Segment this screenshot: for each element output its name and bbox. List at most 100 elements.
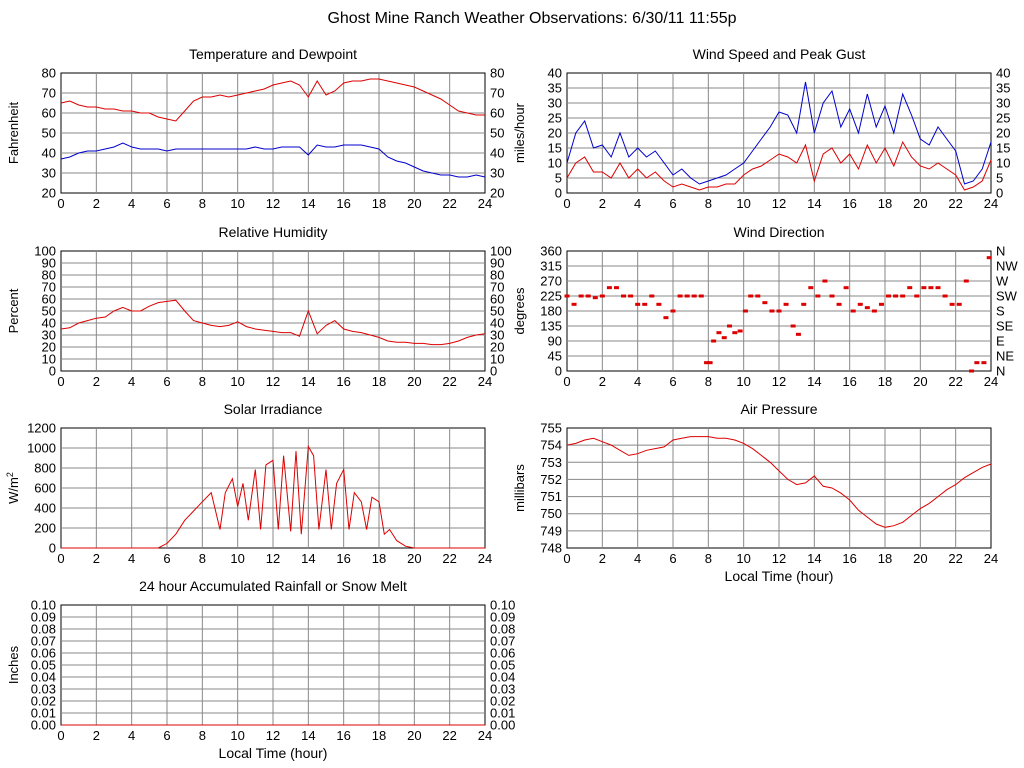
pressure-y-tick-label: 754: [540, 438, 562, 453]
wind-direction-right-tick-label: NW: [996, 259, 1018, 274]
temperature-right-tick-label: 60: [490, 106, 504, 121]
wind-direction-point: [642, 302, 648, 306]
humidity-y-tick-label: 90: [42, 256, 56, 271]
pressure-x-tick-label: 6: [669, 551, 676, 566]
wind-speed-y-axis-label: miles/hour: [512, 102, 527, 163]
rainfall-right-tick-label: 0.06: [490, 646, 515, 661]
solar-y-tick-label: 200: [34, 521, 56, 536]
rainfall-x-tick-label: 14: [301, 728, 315, 743]
rainfall-right-tick-label: 0.02: [490, 694, 515, 709]
wind-direction-point: [981, 361, 987, 365]
humidity-y-tick-label: 30: [42, 328, 56, 343]
wind-direction-point: [795, 332, 801, 336]
humidity-right-tick-label: 80: [490, 268, 504, 283]
temperature-right-tick-label: 20: [490, 186, 504, 201]
solar-y-tick-label: 1000: [27, 441, 56, 456]
temperature-x-tick-label: 4: [128, 196, 135, 211]
wind-direction-point: [893, 294, 899, 298]
humidity-y-tick-label: 100: [34, 244, 56, 259]
solar-y-axis-label: W/m2: [5, 472, 21, 504]
rainfall-x-tick-label: 20: [407, 728, 421, 743]
temperature-x-tick-label: 10: [230, 196, 244, 211]
rainfall-y-tick-label: 0.10: [31, 598, 56, 613]
wind-direction-point: [956, 302, 962, 306]
solar-y-tick-label: 0: [49, 541, 56, 556]
wind-direction-point: [716, 331, 722, 335]
rainfall-x-tick-label: 24: [478, 728, 492, 743]
wind-direction-y-tick-label: 45: [548, 349, 562, 364]
wind-direction-x-tick-label: 4: [634, 374, 641, 389]
solar-x-tick-label: 20: [407, 551, 421, 566]
temperature-right-tick-label: 70: [490, 86, 504, 101]
wind-speed-right-tick-label: 40: [996, 66, 1010, 81]
humidity-x-tick-label: 0: [57, 374, 64, 389]
solar-x-tick-label: 24: [478, 551, 492, 566]
wind-direction-point: [864, 306, 870, 310]
humidity-right-tick-label: 60: [490, 292, 504, 307]
wind-direction-point: [857, 302, 863, 306]
wind-direction-x-tick-label: 22: [948, 374, 962, 389]
wind-speed-x-tick-label: 24: [984, 196, 998, 211]
temperature-x-tick-label: 0: [57, 196, 64, 211]
pressure-y-tick-label: 753: [540, 455, 562, 470]
wind-speed-y-tick-label: 10: [548, 156, 562, 171]
rainfall-title: 24 hour Accumulated Rainfall or Snow Mel…: [139, 578, 407, 594]
wind-direction-point: [790, 324, 796, 328]
rainfall-x-tick-label: 2: [93, 728, 100, 743]
wind-speed-series-wind-speed: [566, 140, 992, 191]
wind-direction-point: [914, 294, 920, 298]
pressure-x-tick-label: 10: [736, 551, 750, 566]
wind-speed-right-tick-label: 30: [996, 96, 1010, 111]
humidity-right-tick-label: 50: [490, 304, 504, 319]
pressure-x-tick-label: 18: [878, 551, 892, 566]
pressure-y-tick-label: 750: [540, 506, 562, 521]
wind-direction-point: [707, 361, 713, 365]
wind-direction-point: [737, 329, 743, 333]
rainfall-y-tick-label: 0.07: [31, 634, 56, 649]
rainfall-right-tick-label: 0.09: [490, 610, 515, 625]
wind-direction-point: [969, 369, 975, 373]
wind-direction-x-tick-label: 12: [772, 374, 786, 389]
wind-speed-right-tick-label: 5: [996, 171, 1003, 186]
wind-direction-point: [822, 279, 828, 283]
wind-direction-point: [935, 286, 941, 290]
humidity-y-tick-label: 0: [49, 364, 56, 379]
solar-y-tick-label: 400: [34, 501, 56, 516]
wind-speed-y-tick-label: 15: [548, 141, 562, 156]
wind-direction-point: [815, 294, 821, 298]
solar-x-tick-label: 8: [199, 551, 206, 566]
humidity-y-tick-label: 50: [42, 304, 56, 319]
wind-direction-point: [691, 294, 697, 298]
wind-speed-y-tick-label: 30: [548, 96, 562, 111]
wind-direction-point: [974, 361, 980, 365]
wind-direction-y-tick-label: 0: [555, 364, 562, 379]
wind-direction-point: [769, 309, 775, 313]
solar-series-solar-irradiance: [61, 444, 485, 549]
rainfall-x-tick-label: 10: [230, 728, 244, 743]
humidity-y-axis-label: Percent: [6, 288, 21, 333]
chart-rainfall: 24 hour Accumulated Rainfall or Snow Mel…: [6, 578, 515, 761]
wind-direction-point: [578, 294, 584, 298]
wind-direction-x-tick-label: 2: [599, 374, 606, 389]
humidity-right-tick-label: 40: [490, 316, 504, 331]
humidity-right-tick-label: 0: [490, 364, 497, 379]
rainfall-right-tick-label: 0.05: [490, 658, 515, 673]
wind-direction-point: [571, 302, 577, 306]
wind-direction-x-tick-label: 20: [913, 374, 927, 389]
wind-direction-right-tick-label: SW: [996, 289, 1018, 304]
humidity-x-tick-label: 4: [128, 374, 135, 389]
humidity-right-tick-label: 90: [490, 256, 504, 271]
wind-direction-point: [592, 296, 598, 300]
solar-x-tick-label: 18: [372, 551, 386, 566]
temperature-series-temperature: [60, 78, 485, 122]
wind-direction-point: [684, 294, 690, 298]
humidity-title: Relative Humidity: [219, 224, 328, 240]
wind-speed-x-tick-label: 6: [669, 196, 676, 211]
solar-x-tick-label: 16: [336, 551, 350, 566]
solar-y-tick-label: 600: [34, 481, 56, 496]
temperature-x-tick-label: 12: [266, 196, 280, 211]
wind-direction-right-tick-label: SE: [996, 319, 1014, 334]
